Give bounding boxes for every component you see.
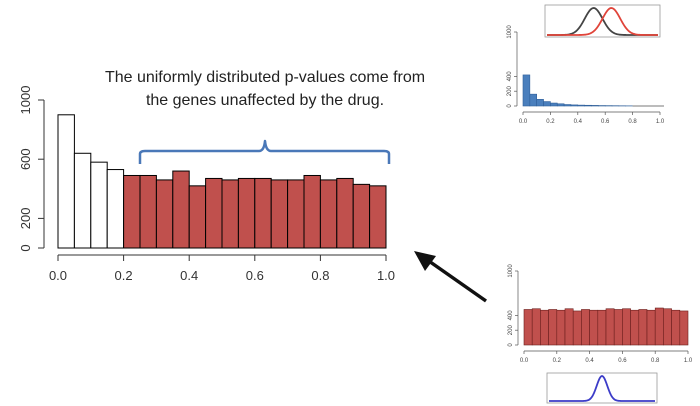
y-tick-label: 1000 xyxy=(18,86,33,115)
histogram-bar xyxy=(556,309,566,346)
histogram-bar xyxy=(523,309,533,346)
density-curve xyxy=(549,375,655,402)
y-tick-label: 200 xyxy=(507,86,513,97)
x-tick-label: 1.0 xyxy=(656,119,665,125)
histogram-bar xyxy=(90,161,108,249)
y-tick-label: 400 xyxy=(508,310,514,321)
plot-frame xyxy=(546,372,658,404)
x-tick-label: 0.0 xyxy=(520,358,529,364)
histogram-bar xyxy=(563,104,572,107)
histogram-bar xyxy=(622,308,631,346)
x-tick-label: 0.2 xyxy=(546,119,555,125)
histogram-bar xyxy=(522,74,531,107)
brace-path xyxy=(138,139,391,164)
y-tick-label: 200 xyxy=(18,208,33,230)
histogram-bar xyxy=(57,114,75,249)
red-histogram-thumbnail: 0.0 0.2 0.4 0.6 0.8 1.0 0 200 400 1000 xyxy=(508,264,693,364)
histogram-bar xyxy=(139,174,157,249)
density-curves-thumbnail xyxy=(544,4,661,38)
histogram-bar xyxy=(73,152,92,249)
histogram-bar xyxy=(221,179,239,249)
histogram-bar xyxy=(172,170,190,249)
y-tick-label: 200 xyxy=(508,325,514,336)
y-tick-label: 400 xyxy=(507,71,513,82)
histogram-bar xyxy=(548,309,558,346)
uniform-region-brace xyxy=(138,139,391,164)
histogram-bar xyxy=(287,179,305,249)
y-tick-label: 1000 xyxy=(507,25,513,39)
histogram-bar xyxy=(556,103,565,107)
x-tick-label: 0.6 xyxy=(618,358,627,364)
histogram-bar xyxy=(584,104,592,107)
x-tick-label: 0.2 xyxy=(115,268,133,283)
x-tick-label: 0.4 xyxy=(585,358,594,364)
histogram-bar xyxy=(671,309,681,346)
histogram-bar xyxy=(577,104,585,107)
histogram-bar xyxy=(123,174,141,249)
histogram-bar xyxy=(188,185,207,249)
histogram-bar xyxy=(564,308,574,346)
y-tick-label: 0 xyxy=(507,104,513,108)
x-tick-label: 0.2 xyxy=(553,358,562,364)
histogram-bar xyxy=(638,309,648,346)
histogram-bar xyxy=(205,177,223,249)
x-tick-label: 0.8 xyxy=(651,358,660,364)
histogram-bar xyxy=(630,309,640,346)
histogram-bar xyxy=(570,104,579,107)
histogram-bar xyxy=(336,177,354,249)
histogram-bar xyxy=(536,99,544,107)
x-tick-label: 0.8 xyxy=(628,119,637,125)
y-tick-label: 1000 xyxy=(508,264,514,278)
arrow-head xyxy=(414,251,436,271)
x-tick-label: 0.4 xyxy=(180,268,198,283)
plot-frame xyxy=(544,4,661,38)
histogram-bar xyxy=(550,102,558,107)
histogram-bar xyxy=(254,177,272,249)
histogram-bar xyxy=(106,169,125,249)
histogram-bar xyxy=(572,310,582,346)
y-tick-label: 600 xyxy=(18,148,33,170)
histogram-bar xyxy=(654,307,664,346)
histogram-bar xyxy=(303,174,321,249)
density-curve xyxy=(547,7,658,36)
blue-histogram-thumbnail: 0.0 0.2 0.4 0.6 0.8 1.0 0 200 400 1000 xyxy=(507,25,665,125)
x-tick-label: 0.8 xyxy=(311,268,329,283)
histogram-bar xyxy=(540,309,549,346)
histogram-bar xyxy=(369,185,387,249)
histogram-bar xyxy=(155,179,174,249)
x-tick-label: 1.0 xyxy=(377,268,395,283)
x-tick-label: 0.6 xyxy=(246,268,264,283)
x-tick-label: 0.0 xyxy=(49,268,67,283)
histogram-bar xyxy=(581,309,590,346)
histogram-bar xyxy=(646,309,656,346)
y-tick-label: 0 xyxy=(18,244,33,251)
histogram-bar xyxy=(237,177,256,249)
x-tick-label: 0.4 xyxy=(574,119,583,125)
x-tick-label: 1.0 xyxy=(684,358,693,364)
x-tick-label: 0.0 xyxy=(519,119,528,125)
histogram-bar xyxy=(319,179,338,249)
histogram-bar xyxy=(597,309,607,346)
histogram-bar xyxy=(591,105,599,107)
y-tick-label: 0 xyxy=(508,343,514,347)
annotation-text: The uniformly distributed p-values come … xyxy=(104,69,426,109)
histogram-bar xyxy=(613,309,623,346)
blue-density-thumbnail xyxy=(546,372,658,404)
arrow-shaft xyxy=(424,257,488,303)
histogram-bar xyxy=(663,308,672,346)
x-tick-label: 0.6 xyxy=(601,119,610,125)
histogram-bar xyxy=(270,179,289,249)
histogram-bar xyxy=(543,101,551,107)
pointer-arrow xyxy=(414,251,488,303)
histogram-bar xyxy=(679,310,689,346)
histogram-bar xyxy=(352,183,371,249)
main-histogram: 0.0 0.2 0.4 0.6 0.8 1.0 0 200 600 1000 xyxy=(18,86,395,283)
histogram-bar xyxy=(529,93,537,107)
histogram-bar xyxy=(531,308,541,346)
histogram-bar xyxy=(589,309,599,346)
histogram-bar xyxy=(605,308,615,346)
